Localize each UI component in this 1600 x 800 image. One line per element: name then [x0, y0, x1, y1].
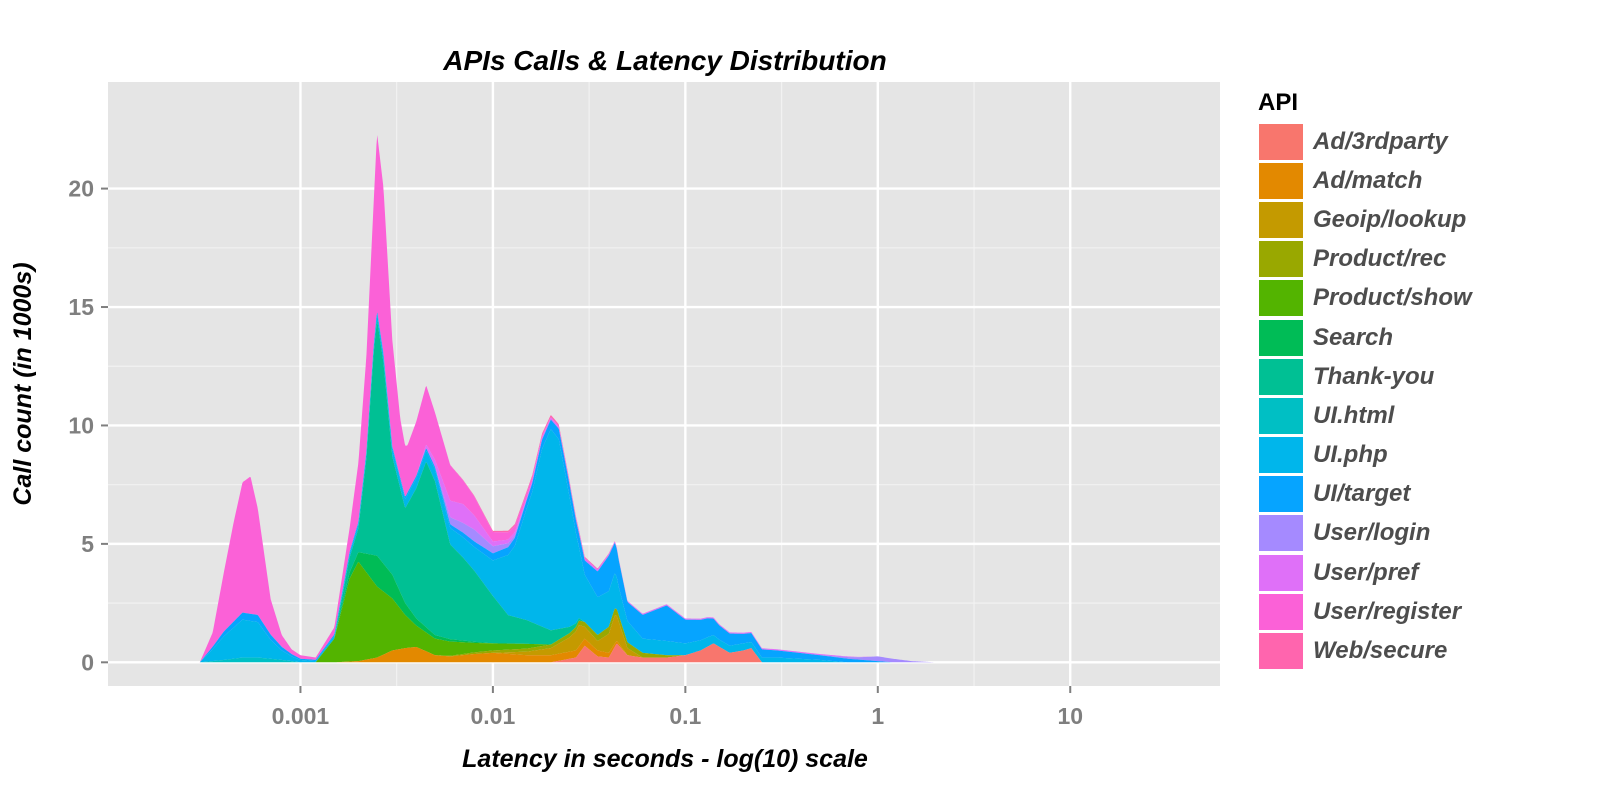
legend-item-ui-html: UI.html	[1258, 396, 1472, 435]
legend-swatch	[1258, 592, 1304, 631]
legend-item-geoip-lookup: Geoip/lookup	[1258, 200, 1472, 239]
area-series-product-rec	[194, 608, 944, 663]
legend-label: Thank-you	[1313, 362, 1435, 390]
area-series-product-show	[194, 562, 944, 663]
x-axis-label: Latency in seconds - log(10) scale	[462, 745, 868, 773]
legend-label: UI.html	[1313, 401, 1395, 429]
legend-label: Ad/3rdparty	[1313, 127, 1448, 155]
stacked-area-series	[194, 135, 944, 663]
legend-item-product-show: Product/show	[1258, 279, 1472, 318]
chart-title: APIs Calls & Latency Distribution	[442, 45, 886, 76]
y-axis-label: Call count (in 1000s)	[9, 262, 37, 505]
legend-item-product-rec: Product/rec	[1258, 240, 1472, 279]
y-axis-ticks: 0 5 10 15 20	[68, 176, 108, 675]
legend-swatch	[1258, 240, 1304, 279]
major-gridlines	[108, 82, 1220, 686]
legend-label: Geoip/lookup	[1313, 205, 1467, 233]
area-series-ad-match	[194, 638, 944, 663]
legend-item-user-register: User/register	[1258, 592, 1472, 631]
legend-item-web-secure: Web/secure	[1258, 631, 1472, 671]
legend-label: User/login	[1313, 519, 1431, 547]
y-tick-label: 0	[81, 649, 94, 675]
legend-item-user-pref: User/pref	[1258, 553, 1472, 592]
legend-swatch	[1258, 318, 1304, 357]
legend-swatch	[1258, 122, 1304, 161]
legend-label: UI.php	[1313, 441, 1388, 469]
legend-swatch	[1258, 436, 1304, 475]
x-tick-label: 0.001	[272, 703, 330, 729]
legend-swatch	[1258, 553, 1304, 592]
minor-gridlines	[108, 82, 1220, 686]
legend-label: Search	[1313, 323, 1394, 351]
area-series-geoip-lookup	[194, 615, 944, 663]
area-series-thank-you	[194, 320, 944, 663]
x-axis-ticks: 0.001 0.01 0.1 1 10	[272, 686, 1083, 729]
legend-swatch	[1258, 632, 1304, 671]
legend-label: Web/secure	[1313, 637, 1448, 665]
legend-item-ui-php: UI.php	[1258, 436, 1472, 475]
legend-label: User/register	[1313, 597, 1462, 625]
legend-swatch	[1258, 475, 1304, 514]
plot-panel	[108, 82, 1220, 686]
x-tick-label: 10	[1057, 703, 1083, 729]
area-series-ui-php	[194, 314, 944, 663]
legend-swatch	[1258, 161, 1304, 200]
y-tick-label: 10	[68, 412, 94, 438]
legend-item-thank-you: Thank-you	[1258, 357, 1472, 396]
legend-item-search: Search	[1258, 318, 1472, 357]
area-series-user-register	[194, 135, 944, 663]
legend-swatch	[1258, 357, 1304, 396]
x-tick-label: 0.1	[669, 703, 701, 729]
area-series-ad-3rdparty	[194, 643, 944, 663]
area-series-search	[194, 552, 944, 663]
legend-item-ui-target: UI/target	[1258, 475, 1472, 514]
y-tick-label: 20	[68, 176, 94, 202]
legend-label: Product/show	[1313, 284, 1472, 312]
x-tick-label: 0.01	[471, 703, 516, 729]
legend-swatch	[1258, 514, 1304, 553]
legend-label: Ad/match	[1313, 166, 1423, 194]
legend-swatch	[1258, 279, 1304, 318]
legend-label: UI/target	[1313, 480, 1411, 508]
legend-title: API	[1258, 89, 1299, 116]
legend-label: Product/rec	[1313, 245, 1447, 273]
legend-label: User/pref	[1313, 558, 1419, 586]
y-tick-label: 5	[81, 531, 94, 557]
legend-item-user-login: User/login	[1258, 514, 1472, 553]
legend-swatch	[1258, 200, 1304, 239]
legend: API Ad/3rdparty Ad/match Geoip/lookup Produ…	[1258, 88, 1472, 671]
y-tick-label: 15	[68, 294, 94, 320]
legend-item-ad-match: Ad/match	[1258, 161, 1472, 200]
x-tick-label: 1	[871, 703, 884, 729]
legend-item-ad-3rdparty: Ad/3rdparty	[1258, 122, 1472, 161]
legend-swatch	[1258, 396, 1304, 435]
legend-items: Ad/3rdparty Ad/match Geoip/lookup Product/r…	[1258, 122, 1472, 671]
area-series-ui-target	[194, 312, 944, 663]
